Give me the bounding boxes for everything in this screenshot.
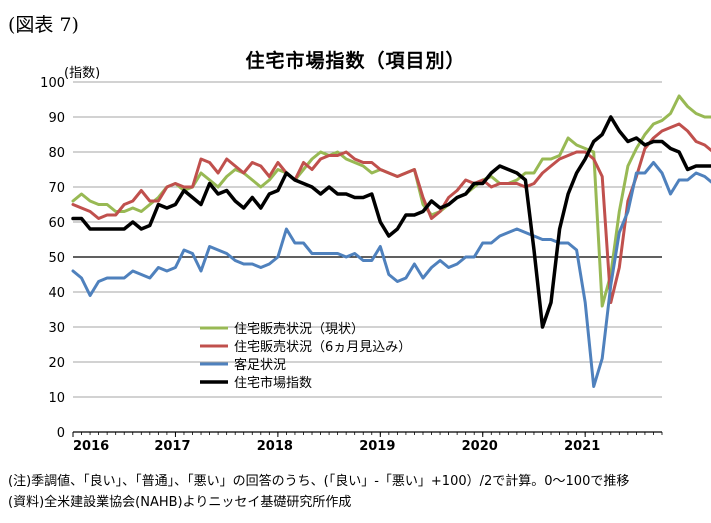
y-tick-label: 50 [48, 251, 65, 266]
legend-label-2: 住宅販売状況（6ヵ月見込み） [234, 339, 411, 355]
x-tick-label: 2018 [257, 439, 293, 454]
x-tick-label: 2017 [154, 439, 190, 454]
x-tick-label: 2021 [564, 439, 600, 454]
y-tick-label: 30 [48, 321, 65, 336]
footnote-method: (注)季調値、「良い」、「普通」、「悪い」の回答のうち、(「良い」-「悪い」+1… [8, 474, 630, 489]
legend-label-4: 住宅市場指数 [234, 375, 312, 391]
legend-label-3: 客足状況 [234, 357, 286, 373]
x-tick-label: 2016 [73, 439, 109, 454]
chart-title: 住宅市場指数（項目別） [245, 50, 466, 72]
y-tick-label: 90 [48, 111, 65, 126]
y-tick-label: 80 [48, 146, 65, 161]
y-tick-label: 40 [48, 286, 65, 301]
x-tick-label: 2019 [359, 439, 395, 454]
footnote-source: (資料)全米建設業協会(NAHB)よりニッセイ基礎研究所作成 [8, 495, 352, 510]
y-tick-label: 0 [57, 426, 65, 441]
series-line-4 [71, 115, 711, 329]
series-line-3 [71, 161, 711, 388]
y-tick-label: 100 [40, 76, 65, 91]
x-tick-label: 2020 [462, 439, 498, 454]
y-tick-label: 70 [48, 181, 65, 196]
figure-label: (図表 7) [8, 14, 79, 36]
y-axis-label: (指数) [64, 66, 101, 81]
y-tick-label: 10 [48, 391, 65, 406]
y-tick-label: 20 [48, 356, 65, 371]
legend-label-1: 住宅販売状況（現状） [234, 321, 364, 337]
y-tick-label: 60 [48, 216, 65, 231]
